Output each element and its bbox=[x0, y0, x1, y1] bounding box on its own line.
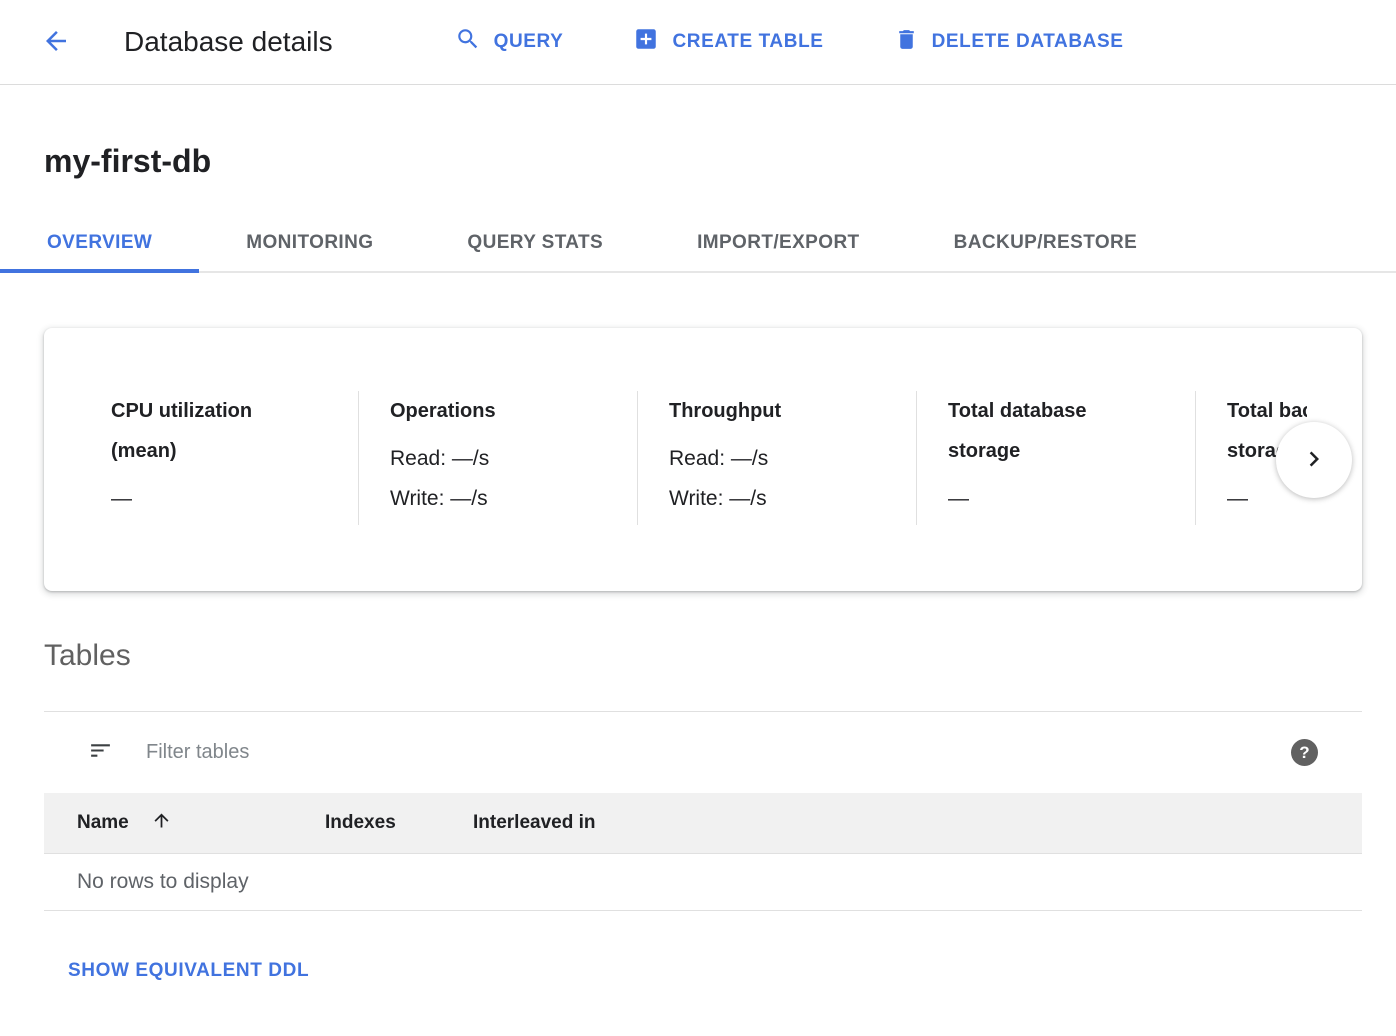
back-button[interactable] bbox=[40, 26, 72, 58]
stats-scroll-next-button[interactable] bbox=[1276, 422, 1352, 498]
filter-tables-input[interactable] bbox=[146, 741, 1291, 764]
main-content: my-first-db OVERVIEW MONITORING QUERY ST… bbox=[0, 142, 1396, 982]
search-icon bbox=[455, 26, 481, 58]
filter-tables-row: ? bbox=[44, 711, 1362, 793]
stat-title-line: CPU utilization bbox=[111, 400, 253, 422]
delete-database-button[interactable]: DELETE DATABASE bbox=[894, 27, 1124, 58]
stat-total-database-storage: Total database storage — bbox=[917, 391, 1196, 525]
tables-section-heading: Tables bbox=[44, 639, 131, 672]
chevron-right-icon bbox=[1299, 444, 1329, 477]
database-name: my-first-db bbox=[44, 143, 212, 179]
stat-value: — bbox=[1227, 487, 1248, 510]
column-header-name-label: Name bbox=[77, 812, 129, 833]
stat-title-line: Throughput bbox=[669, 400, 782, 422]
column-header-indexes: Indexes bbox=[325, 812, 396, 833]
tab-monitoring[interactable]: MONITORING bbox=[199, 215, 420, 271]
tab-query-stats[interactable]: QUERY STATS bbox=[420, 215, 650, 271]
column-header-interleaved-in: Interleaved in bbox=[473, 812, 596, 833]
create-table-button-label: CREATE TABLE bbox=[672, 31, 824, 52]
stat-title-line: Operations bbox=[390, 400, 496, 422]
tables-header-row: Name Indexes Interleaved in bbox=[44, 793, 1362, 854]
tab-bar: OVERVIEW MONITORING QUERY STATS IMPORT/E… bbox=[0, 215, 1396, 273]
show-equivalent-ddl-button[interactable]: SHOW EQUIVALENT DDL bbox=[68, 960, 310, 981]
delete-database-button-label: DELETE DATABASE bbox=[931, 31, 1124, 52]
add-box-icon bbox=[633, 26, 659, 58]
delete-icon bbox=[894, 27, 919, 58]
stat-value: Read: —/s bbox=[390, 447, 490, 470]
stat-title-line: (mean) bbox=[111, 440, 177, 462]
stat-title-line: storage bbox=[948, 440, 1021, 462]
empty-message: No rows to display bbox=[77, 870, 249, 893]
toolbar: Database details QUERY CREATE TABLE DELE… bbox=[0, 0, 1396, 85]
query-button-label: QUERY bbox=[493, 31, 564, 52]
tab-import-export[interactable]: IMPORT/EXPORT bbox=[650, 215, 907, 271]
empty-table-row: No rows to display bbox=[44, 854, 1362, 911]
stat-value: Write: —/s bbox=[390, 487, 488, 510]
toolbar-actions: QUERY CREATE TABLE DELETE DATABASE bbox=[455, 26, 1124, 58]
column-header-name[interactable]: Name bbox=[77, 810, 325, 837]
tab-backup-restore[interactable]: BACKUP/RESTORE bbox=[907, 215, 1185, 271]
stat-value: Write: —/s bbox=[669, 487, 767, 510]
arrow-upward-icon bbox=[151, 810, 172, 837]
arrow-back-icon bbox=[41, 26, 71, 59]
query-button[interactable]: QUERY bbox=[455, 26, 564, 58]
stats-row: CPU utilization (mean) — Operations Read… bbox=[44, 328, 1362, 525]
stat-value: Read: —/s bbox=[669, 447, 769, 470]
stat-cpu-utilization: CPU utilization (mean) — bbox=[80, 391, 359, 525]
stat-title-line: Total backup bbox=[1227, 400, 1307, 422]
stat-value: — bbox=[948, 487, 969, 510]
page-title: Database details bbox=[124, 26, 333, 57]
stat-operations: Operations Read: —/s Write: —/s bbox=[359, 391, 638, 525]
create-table-button[interactable]: CREATE TABLE bbox=[633, 26, 823, 58]
sort-filter-icon bbox=[88, 738, 113, 768]
help-icon[interactable]: ? bbox=[1291, 739, 1318, 766]
tab-overview[interactable]: OVERVIEW bbox=[0, 215, 200, 273]
stat-value: — bbox=[111, 487, 132, 510]
stat-title-line: Total database bbox=[948, 400, 1087, 422]
stat-throughput: Throughput Read: —/s Write: —/s bbox=[638, 391, 917, 525]
stats-card: CPU utilization (mean) — Operations Read… bbox=[44, 328, 1362, 591]
